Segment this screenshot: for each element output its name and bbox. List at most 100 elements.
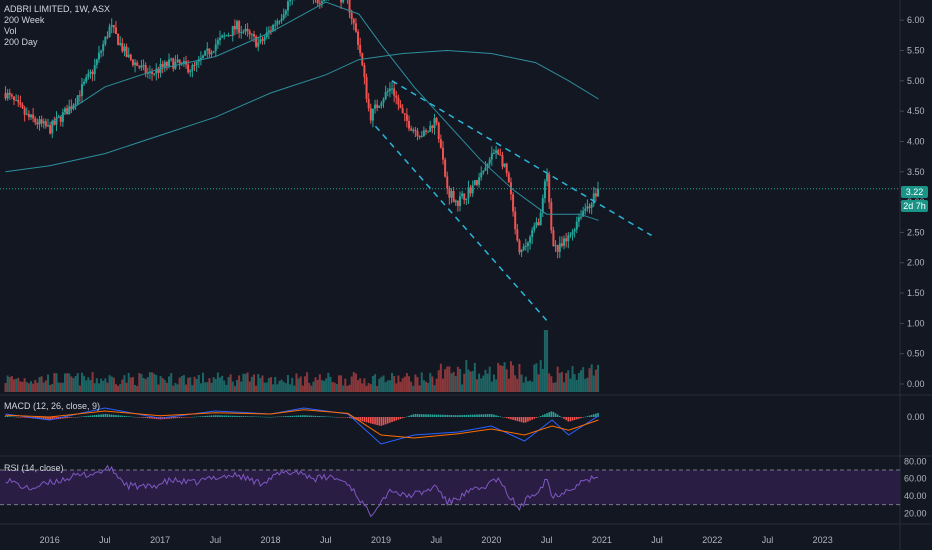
macd-hist-bar [448, 414, 451, 417]
volume-bar [408, 376, 411, 392]
candle-body [30, 114, 33, 118]
macd-hist-bar [321, 416, 323, 417]
volume-bar [524, 376, 527, 392]
volume-bar [371, 375, 374, 392]
volume-bar [569, 378, 572, 392]
countdown-badge: 2d 7h [901, 200, 928, 212]
macd-legend[interactable]: MACD (12, 26, close, 9) [4, 401, 101, 411]
candle-body [357, 31, 360, 45]
macd-hist-bar [418, 414, 421, 417]
volume-bar [250, 376, 253, 392]
legend-indicator-vol[interactable]: Vol [4, 26, 17, 36]
volume-bar [352, 372, 355, 392]
candle-body [435, 118, 438, 123]
volume-bar [127, 373, 130, 392]
macd-hist-bar [13, 416, 15, 418]
candle-body [569, 234, 572, 236]
legend-indicator-200-week[interactable]: 200 Week [4, 15, 45, 25]
volume-bar [274, 376, 277, 392]
volume-bar [17, 377, 20, 392]
volume-bar [503, 362, 506, 392]
macd-hist-bar [340, 417, 342, 418]
macd-hist-bar [180, 417, 183, 418]
macd-hist-bar [255, 416, 257, 418]
candle-body [427, 131, 430, 133]
macd-hist-bar [352, 417, 355, 420]
macd-hist-bar [100, 414, 102, 417]
volume-bar [546, 330, 549, 392]
time-tick-label: 2017 [150, 535, 170, 545]
macd-hist-bar [70, 417, 73, 418]
volume-bar [212, 377, 215, 392]
volume-bar [15, 378, 18, 392]
candle-body [541, 198, 544, 213]
candle-body [441, 147, 444, 160]
macd-hist-bar [463, 414, 466, 417]
volume-bar [512, 365, 515, 392]
volume-bar [49, 384, 52, 392]
volume-bar [202, 372, 205, 392]
candle-body [8, 92, 11, 95]
candle-body [272, 25, 275, 31]
candle-body [38, 119, 41, 125]
volume-bar [223, 380, 226, 392]
candle-body [44, 121, 47, 127]
macd-hist-bar [297, 415, 300, 417]
macd-hist-bar [454, 415, 457, 417]
volume-bar [380, 376, 383, 392]
volume-bar [580, 370, 583, 392]
candle-body [586, 206, 589, 209]
macd-hist-bar [535, 417, 538, 418]
candle-body [410, 128, 413, 131]
volume-bar [507, 378, 510, 392]
volume-bar [191, 385, 194, 392]
legend-symbol[interactable]: ADBRI LIMITED, 1W, ASX [4, 4, 111, 14]
volume-bar [138, 373, 141, 392]
volume-bar [140, 374, 143, 392]
macd-hist-bar [272, 416, 274, 418]
macd-hist-bar [155, 417, 158, 420]
macd-hist-bar [542, 415, 544, 417]
candle-body [269, 30, 272, 32]
candle-body [151, 71, 154, 74]
candle-body [257, 42, 260, 47]
rsi-tick-label: 20.00 [904, 508, 927, 518]
volume-bar [361, 383, 364, 392]
volume-bar [269, 377, 272, 392]
volume-bar [499, 365, 502, 392]
time-tick-label: Jul [651, 535, 663, 545]
macd-hist-bar [79, 416, 81, 418]
volume-bar [431, 376, 434, 392]
macd-hist-bar [431, 414, 434, 417]
candle-body [520, 249, 523, 253]
volume-bar [594, 369, 597, 392]
candle-body [418, 136, 421, 138]
volume-bar [180, 375, 183, 392]
volume-bar [584, 378, 587, 392]
macd-hist-bar [115, 415, 117, 417]
macd-hist-bar [457, 415, 459, 417]
candle-body [4, 92, 7, 99]
rsi-legend[interactable]: RSI (14, close) [4, 463, 64, 473]
volume-bar [563, 382, 566, 392]
volume-bar [444, 369, 447, 392]
macd-hist-bar [584, 416, 587, 418]
price-tick-label: 2.00 [907, 258, 925, 268]
macd-tick-label: 0.00 [907, 412, 925, 422]
macd-hist-bar [357, 417, 359, 421]
candle-body [83, 81, 86, 85]
legend-indicator-200-day[interactable]: 200 Day [4, 37, 38, 47]
volume-bar [533, 364, 536, 392]
macd-hist-bar [374, 417, 376, 425]
macd-hist-bar [393, 417, 395, 422]
volume-bar [100, 378, 103, 392]
candle-body [382, 99, 385, 103]
macd-hist-bar [187, 417, 189, 418]
volume-bar [463, 373, 466, 392]
macd-hist-bar [123, 415, 126, 417]
volume-bar [134, 384, 137, 392]
macd-hist-bar [149, 417, 151, 419]
macd-hist-bar [68, 417, 71, 418]
volume-bar [55, 373, 58, 392]
